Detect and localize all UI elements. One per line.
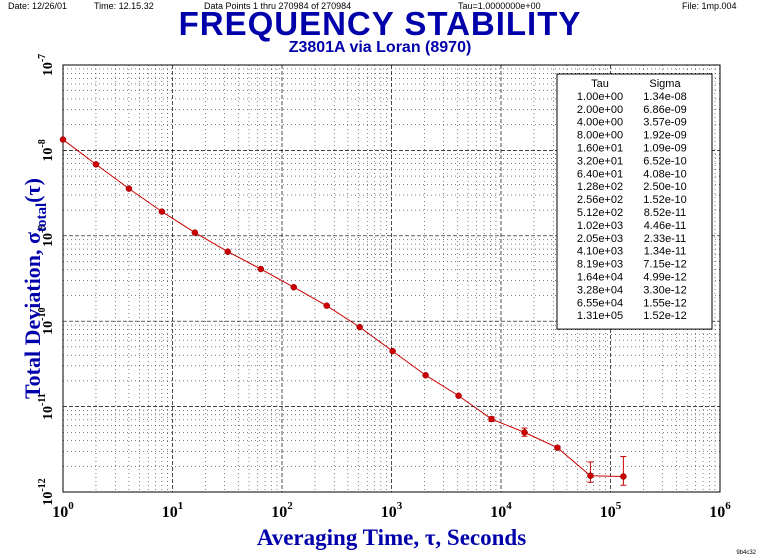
data-table-tau-cell: 1.64e+04	[577, 272, 623, 284]
data-table-tau-cell: 8.00e+00	[577, 130, 623, 142]
data-table-tau-cell: 1.60e+01	[577, 143, 623, 155]
y-tick-label: 10-7	[37, 54, 56, 76]
data-point	[92, 161, 100, 168]
data-table-sigma-cell: 6.86e-09	[643, 104, 686, 116]
data-table-sigma-cell: 1.92e-09	[643, 130, 686, 142]
x-tick-label: 103	[381, 500, 403, 521]
data-table-sigma-cell: 8.52e-11	[644, 207, 687, 219]
data-table-tau-cell: 4.00e+00	[577, 117, 623, 129]
data-point	[191, 229, 199, 236]
data-table-tau-cell: 6.40e+01	[577, 168, 623, 180]
data-table-tau-cell: 3.20e+01	[577, 155, 623, 167]
data-table-box	[556, 73, 713, 330]
data-point	[389, 347, 396, 355]
x-tick-label: 100	[52, 500, 74, 521]
data-table-tau-cell: 1.00e+00	[577, 91, 623, 103]
y-tick-label: 10-10	[37, 308, 56, 335]
x-tick-label: 102	[271, 500, 293, 521]
data-table-sigma-cell: 3.30e-12	[643, 284, 686, 296]
data-point	[620, 473, 627, 480]
x-tick-label: 101	[162, 500, 184, 521]
data-table-sigma-cell: 4.99e-12	[643, 272, 686, 284]
data-point	[290, 283, 297, 291]
data-point	[323, 302, 330, 309]
chart-title: FREQUENCY STABILITY	[178, 5, 582, 42]
data-point	[356, 323, 363, 331]
data-table-tau-cell: 3.28e+04	[577, 284, 623, 296]
data-table-sigma-cell: 4.46e-11	[644, 220, 687, 232]
data-table-tau-cell: 2.05e+03	[577, 233, 623, 245]
data-table-sigma-cell: 2.50e-10	[643, 181, 686, 193]
x-tick-label: 106	[709, 500, 731, 521]
data-table: Tau Sigma 1.00e+00 1.34e-08 2.00e+00 6.86e-09…	[556, 73, 713, 330]
data-table-tau-cell: 1.02e+03	[577, 220, 623, 232]
data-table-sigma-cell: 6.52e-10	[643, 155, 686, 167]
data-point	[257, 265, 265, 273]
data-table-tau-cell: 8.19e+03	[577, 259, 623, 271]
y-axis-label: Total Deviation, σtotal(τ)	[20, 178, 50, 399]
data-table-tau-cell: 6.55e+04	[577, 297, 623, 309]
data-point	[554, 444, 561, 451]
header-tau: Tau=1.0000000e+00	[458, 1, 541, 11]
data-table-sigma-cell: 3.57e-09	[643, 117, 686, 129]
data-table-sigma-cell: 1.09e-09	[643, 143, 686, 155]
data-table-sigma-cell: 1.52e-10	[643, 194, 686, 206]
data-point	[521, 429, 528, 436]
data-table-tau-cell: 2.56e+02	[577, 194, 623, 206]
data-table-tau-cell: 1.28e+02	[577, 181, 623, 193]
data-point	[125, 185, 133, 192]
data-series-line	[62, 139, 624, 477]
x-tick-label: 105	[600, 500, 622, 521]
data-table-sigma-cell: 1.52e-12	[643, 310, 686, 322]
error-bar	[620, 456, 627, 486]
data-table-tau-cell: 2.00e+00	[577, 104, 623, 116]
x-tick-label: 104	[490, 500, 512, 521]
header-file: File: 1mp.004	[682, 1, 737, 11]
data-point	[455, 392, 462, 399]
y-tick-label: 10-11	[37, 393, 56, 420]
data-point	[59, 136, 67, 143]
header-data-points: Data Points 1 thru 270984 of 270984	[204, 1, 352, 11]
data-table-sigma-cell: 2.33e-11	[644, 233, 687, 245]
data-point	[587, 472, 594, 479]
footer-code: 9b4c32	[736, 550, 756, 556]
data-table-sigma-cell: 1.34e-08	[643, 91, 686, 103]
data-point	[488, 415, 495, 423]
data-table-sigma-cell: 1.34e-11	[644, 246, 687, 258]
y-tick-label: 10-8	[37, 139, 56, 161]
y-tick-label: 10-12	[37, 478, 56, 505]
data-table-header: Tau	[591, 78, 609, 90]
plot-frame	[62, 64, 721, 493]
chart-subtitle: Z3801A via Loran (8970)	[288, 39, 472, 56]
header-time: Time: 12.15.32	[94, 1, 154, 11]
y-tick-label: 10-9	[37, 225, 56, 247]
data-table-tau-cell: 5.12e+02	[577, 207, 623, 219]
x-axis-label: Averaging Time, τ, Seconds	[257, 525, 526, 550]
data-table-sigma-cell: 1.55e-12	[643, 297, 686, 309]
data-table-header: Sigma	[649, 78, 681, 90]
data-table-sigma-cell: 7.15e-12	[643, 259, 686, 271]
data-point	[224, 248, 232, 255]
data-table-tau-cell: 4.10e+03	[577, 246, 623, 258]
header-date: Date: 12/26/01	[8, 1, 68, 11]
data-table-tau-cell: 1.31e+05	[577, 310, 623, 322]
data-table-sigma-cell: 4.08e-10	[643, 168, 686, 180]
data-point	[158, 208, 166, 215]
data-point	[422, 371, 429, 379]
